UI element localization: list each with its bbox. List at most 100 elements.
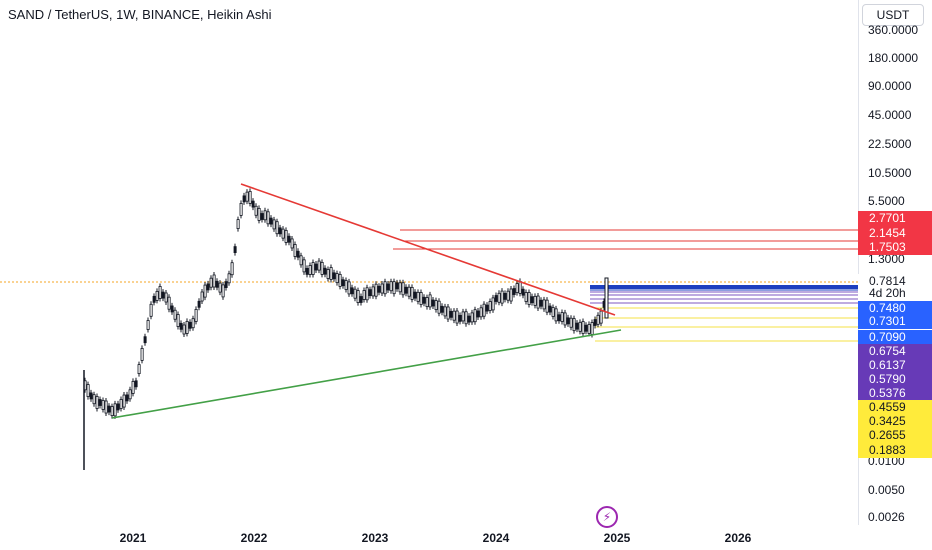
price-tag: 0.6754 <box>858 344 932 359</box>
candle-body <box>257 207 261 221</box>
candle-body <box>140 347 144 361</box>
candle-body <box>158 286 162 299</box>
candle-body <box>383 281 387 295</box>
candle-body <box>335 273 339 284</box>
candle-body <box>506 290 510 301</box>
candle-body <box>218 282 222 293</box>
candle-body <box>107 405 111 413</box>
candle-body <box>548 305 552 313</box>
price-tag: 0.7814 <box>858 274 932 289</box>
candle-body <box>92 394 96 405</box>
candle-body <box>590 322 594 335</box>
candle-body <box>416 291 420 302</box>
candle-body <box>581 321 585 334</box>
candle-body <box>239 202 243 216</box>
price-tag: 2.7701 <box>858 211 932 226</box>
candle-body <box>125 394 129 402</box>
candle-body <box>551 307 555 317</box>
candle-body <box>185 320 189 334</box>
candle-body <box>197 300 201 308</box>
candle-body <box>224 281 228 289</box>
price-tag: 0.2655 <box>858 428 932 443</box>
candle-body <box>395 282 399 290</box>
candle-body <box>338 273 342 287</box>
candle-body <box>461 311 465 322</box>
candle-body <box>407 286 411 297</box>
price-tag: 0.7090 <box>858 330 932 345</box>
candle-body <box>155 290 159 301</box>
candle-body <box>593 319 597 326</box>
candle-body <box>248 191 252 204</box>
plot-area[interactable] <box>0 0 858 525</box>
candle-body <box>308 265 312 275</box>
price-tag: 0.3425 <box>858 414 932 429</box>
candle-body <box>164 292 168 303</box>
candle-body <box>350 287 354 295</box>
candle-body <box>296 250 300 258</box>
candle-body <box>371 286 375 297</box>
candle-body <box>443 306 447 317</box>
candle-body <box>149 303 153 317</box>
candle-body <box>530 296 534 304</box>
candle-body <box>398 282 402 293</box>
price-tick-label: 180.0000 <box>868 51 919 65</box>
candle-body <box>302 259 306 273</box>
candle-body <box>428 294 432 308</box>
candle-body <box>410 287 414 300</box>
candle-body <box>515 283 519 294</box>
candle-body <box>386 283 390 291</box>
candle-body <box>422 296 426 304</box>
candle-body <box>596 314 600 325</box>
candle-body <box>401 282 405 296</box>
candle-body <box>329 267 333 280</box>
candle-body <box>323 267 327 275</box>
candle-body <box>359 296 363 303</box>
candle-body <box>254 205 258 216</box>
candle-body <box>347 281 351 295</box>
candle-body <box>98 399 102 406</box>
candle-body <box>200 291 204 302</box>
candle-body <box>251 200 255 208</box>
currency-button[interactable]: USDT <box>862 4 924 26</box>
candle-body <box>470 312 474 323</box>
candle-body <box>167 296 171 310</box>
candle-body <box>191 318 195 329</box>
candle-body <box>194 308 198 322</box>
candle-body <box>266 211 270 225</box>
price-tick-label: 1.3000 <box>868 252 905 266</box>
candle-body <box>86 384 90 398</box>
time-tick-label: 2023 <box>361 531 389 545</box>
candle-body <box>533 295 537 306</box>
candle-body <box>104 400 108 414</box>
candle-body <box>536 295 540 309</box>
candle-body <box>482 303 486 317</box>
candle-body <box>473 309 477 323</box>
candle-body <box>464 311 468 325</box>
candle-body <box>119 399 123 409</box>
candle-body <box>485 304 489 312</box>
candle-body <box>575 322 579 330</box>
price-tick-label: 45.0000 <box>868 108 912 122</box>
candle-body <box>203 284 207 298</box>
candle-body <box>242 195 246 203</box>
candle-body <box>566 317 570 325</box>
candle-body <box>215 280 219 288</box>
candle-body <box>317 260 321 271</box>
candle-body <box>173 309 177 320</box>
price-tick-label: 0.0026 <box>868 510 905 524</box>
price-tag: 0.5790 <box>858 372 932 387</box>
candle-body <box>446 306 450 320</box>
time-tick-label: 2026 <box>724 531 752 545</box>
candle-body <box>452 310 456 321</box>
candle-body <box>293 244 297 257</box>
candle-body <box>431 299 435 307</box>
candle-body <box>449 310 453 318</box>
candle-body <box>341 279 345 287</box>
candle-body <box>527 292 531 305</box>
price-tick-label: 0.0050 <box>868 483 905 497</box>
candle-body <box>560 312 564 322</box>
candle-body <box>557 314 561 322</box>
price-tag: 1.7503 <box>858 240 932 255</box>
lightning-bolt-icon[interactable]: ⚡ <box>596 506 618 528</box>
candle-body <box>404 286 408 294</box>
